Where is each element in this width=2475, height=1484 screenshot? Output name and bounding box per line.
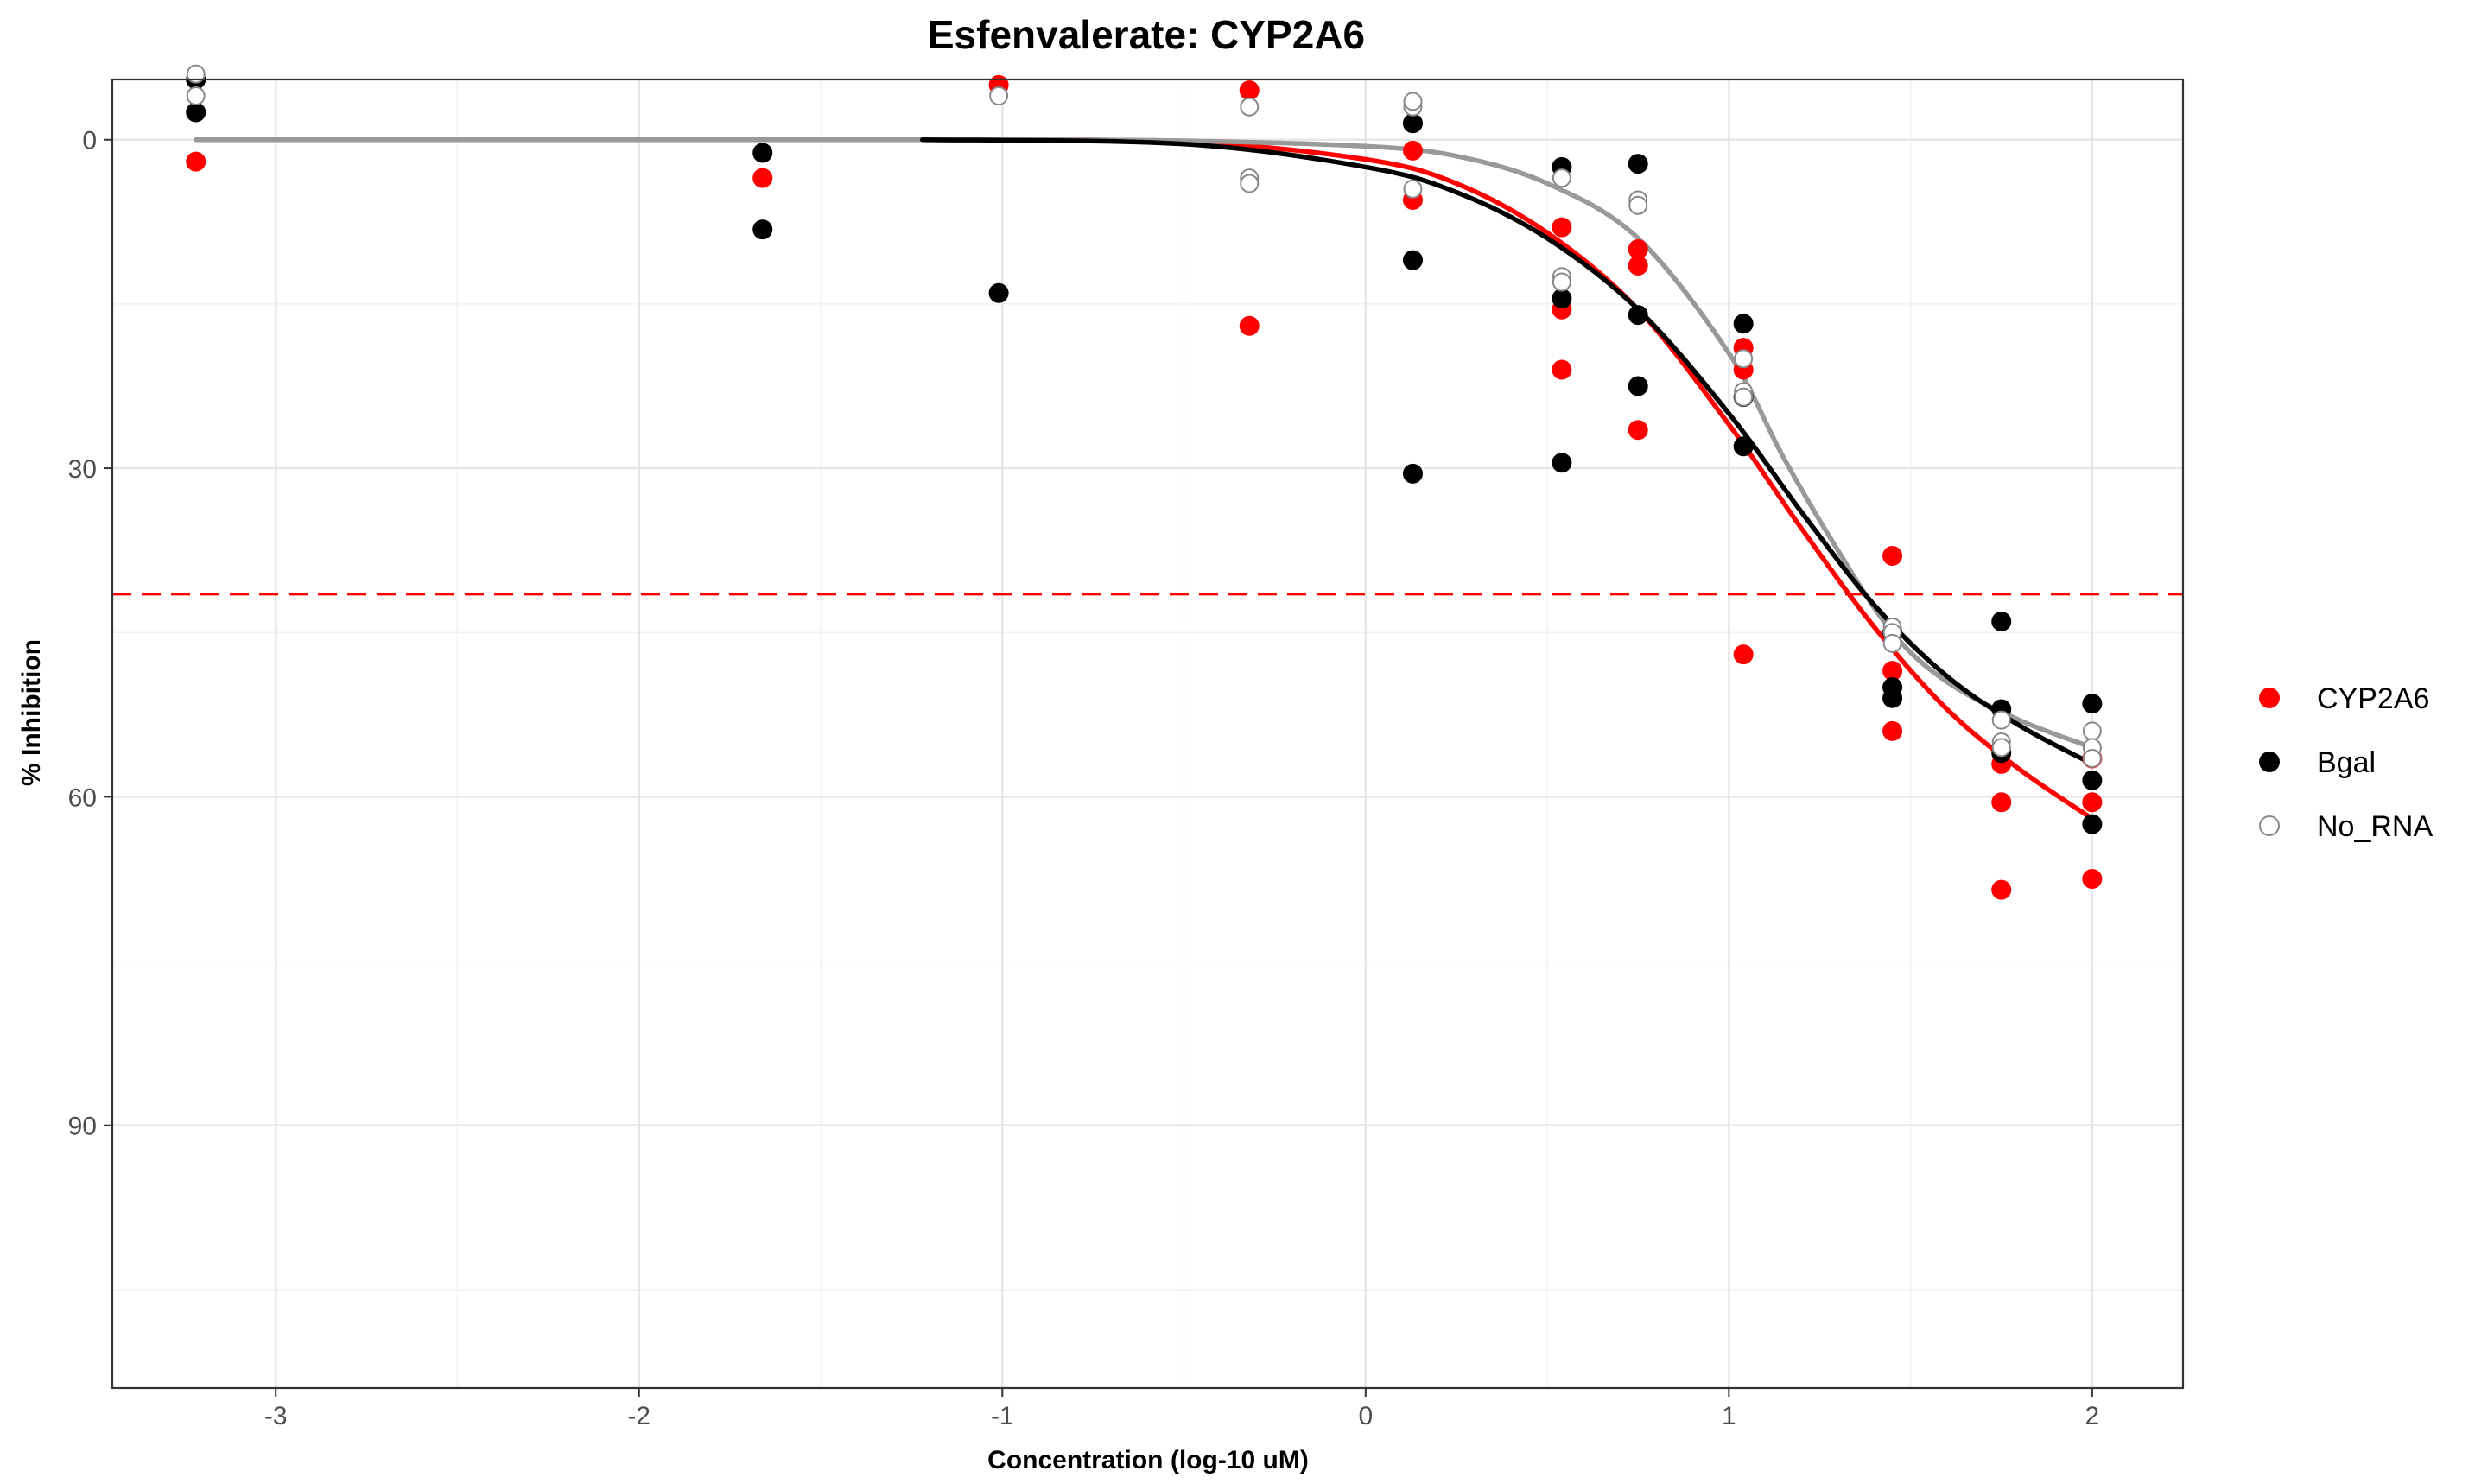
data-point-no-rna xyxy=(1552,272,1571,292)
data-point-cyp2a6 xyxy=(1402,140,1423,161)
data-point-no-rna xyxy=(1240,97,1260,117)
data-point-bgal xyxy=(1882,688,1903,708)
data-point-cyp2a6 xyxy=(1882,545,1903,566)
y-tick-label: 30 xyxy=(68,455,97,484)
data-point-cyp2a6 xyxy=(1991,792,2012,813)
data-point-no-rna xyxy=(2082,721,2102,741)
legend-key-no-rna xyxy=(2259,815,2280,836)
data-point-bgal xyxy=(2082,814,2103,834)
data-point-cyp2a6 xyxy=(1552,359,1572,380)
data-point-cyp2a6 xyxy=(1991,879,2012,900)
data-point-bgal xyxy=(988,282,1009,303)
legend: CYP2A6 Bgal No_RNA xyxy=(2259,682,2433,843)
data-point-no-rna xyxy=(1882,633,1902,653)
legend-label-no-rna: No_RNA xyxy=(2317,810,2433,843)
data-point-bgal xyxy=(1628,376,1648,396)
data-point-bgal xyxy=(2082,770,2103,790)
data-point-no-rna xyxy=(186,64,206,84)
x-tick-label: 1 xyxy=(1722,1402,1736,1430)
x-tick-label: -1 xyxy=(991,1402,1014,1430)
data-point-bgal xyxy=(1628,305,1648,326)
data-point-bgal xyxy=(1402,463,1423,484)
data-point-cyp2a6 xyxy=(1239,80,1260,101)
x-axis-title: Concentration (log-10 uM) xyxy=(987,1446,1309,1474)
legend-key-bgal xyxy=(2259,752,2280,772)
data-point-cyp2a6 xyxy=(1239,315,1260,336)
data-point-bgal xyxy=(1628,154,1648,174)
data-point-bgal xyxy=(752,219,773,240)
data-point-bgal xyxy=(1733,436,1754,457)
x-tick-label: -3 xyxy=(264,1402,288,1430)
data-point-no-rna xyxy=(1403,179,1423,199)
legend-label-cyp2a6: CYP2A6 xyxy=(2317,682,2429,715)
legend-key-cyp2a6 xyxy=(2259,688,2280,708)
data-point-cyp2a6 xyxy=(1628,256,1648,276)
data-point-no-rna xyxy=(1734,349,1754,369)
y-tick-label: 0 xyxy=(82,127,97,155)
data-point-bgal xyxy=(1991,612,2012,632)
data-point-cyp2a6 xyxy=(2082,868,2103,889)
data-point-no-rna xyxy=(2082,749,2102,769)
x-tick-label: -2 xyxy=(627,1402,650,1430)
y-tick-label: 90 xyxy=(68,1113,97,1141)
data-point-no-rna xyxy=(1991,710,2011,730)
y-tick-label: 60 xyxy=(68,783,97,812)
data-point-no-rna xyxy=(186,86,206,106)
legend-label-bgal: Bgal xyxy=(2317,746,2376,779)
y-axis: 0 30 60 90 xyxy=(68,127,112,1141)
data-point-no-rna xyxy=(1403,92,1423,111)
data-point-cyp2a6 xyxy=(1882,720,1903,741)
data-point-no-rna xyxy=(1240,174,1260,193)
data-point-bgal xyxy=(1552,453,1572,473)
data-point-bgal xyxy=(186,102,206,123)
data-point-cyp2a6 xyxy=(186,151,206,172)
data-point-bgal xyxy=(1402,250,1423,270)
data-point-cyp2a6 xyxy=(1733,644,1754,665)
plot-panel-border xyxy=(111,78,2185,1390)
data-point-no-rna xyxy=(1991,738,2011,758)
data-point-bgal xyxy=(2082,694,2103,714)
data-point-no-rna xyxy=(1734,387,1754,407)
data-point-bgal xyxy=(752,143,773,163)
y-axis-title: % Inhibition xyxy=(17,639,46,786)
data-point-no-rna xyxy=(1628,195,1648,215)
data-point-cyp2a6 xyxy=(752,168,773,188)
data-point-no-rna xyxy=(989,86,1009,106)
x-tick-label: 2 xyxy=(2085,1402,2100,1430)
data-point-bgal xyxy=(1402,113,1423,134)
data-point-no-rna xyxy=(1552,168,1571,188)
minor-gridlines xyxy=(112,79,2183,1388)
data-point-bgal xyxy=(1733,314,1754,334)
data-point-cyp2a6 xyxy=(1552,217,1572,238)
x-tick-label: 0 xyxy=(1358,1402,1373,1430)
x-axis: -3 -2 -1 0 1 2 xyxy=(264,1388,2099,1430)
data-point-cyp2a6 xyxy=(1628,420,1648,441)
chart-title: Esfenvalerate: CYP2A6 xyxy=(928,12,1365,57)
data-point-cyp2a6 xyxy=(2082,792,2103,813)
data-points xyxy=(186,64,2103,900)
data-point-bgal xyxy=(1552,289,1572,309)
